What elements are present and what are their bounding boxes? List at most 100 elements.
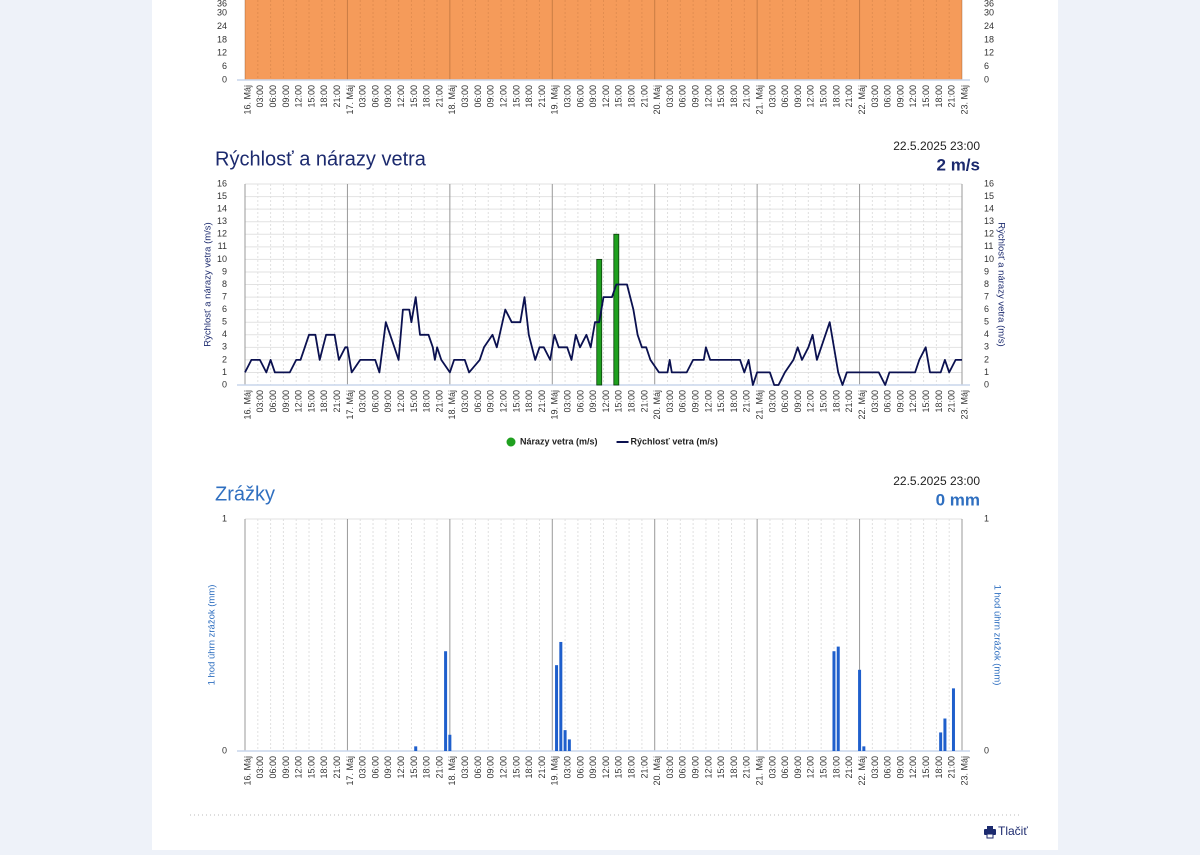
x-tick-label: 15:00 bbox=[921, 85, 931, 108]
bar bbox=[448, 734, 452, 751]
y2-tick-label: 18 bbox=[984, 34, 994, 44]
x-tick-label: 12:00 bbox=[498, 756, 508, 779]
y-tick-label: 14 bbox=[217, 204, 227, 214]
x-tick-label: 18:00 bbox=[934, 756, 944, 779]
y-axis-label: Rýchlosť a nárazy vetra (m/s) bbox=[203, 222, 214, 346]
x-tick-label: 23. Máj bbox=[959, 85, 969, 115]
x-tick-label: 18:00 bbox=[729, 85, 739, 108]
x-tick-label: 15:00 bbox=[819, 756, 829, 779]
x-tick-label: 15:00 bbox=[409, 756, 419, 779]
x-tick-label: 21:00 bbox=[639, 756, 649, 779]
current-value: 2 m/s bbox=[937, 155, 980, 174]
x-tick-label: 21:00 bbox=[742, 85, 752, 108]
x-tick-label: 20. Máj bbox=[652, 756, 662, 786]
x-tick-label: 21:00 bbox=[434, 390, 444, 413]
y-tick-label: 0 bbox=[222, 74, 227, 84]
y-tick-label: 13 bbox=[217, 216, 227, 226]
x-tick-label: 18:00 bbox=[319, 756, 329, 779]
print-button[interactable]: Tlačiť bbox=[984, 824, 1028, 839]
current-value: 0 mm bbox=[936, 490, 980, 509]
x-tick-label: 21:00 bbox=[947, 390, 957, 413]
y2-tick-label: 11 bbox=[984, 241, 993, 251]
y2-tick-label: 13 bbox=[984, 216, 994, 226]
y2-tick-label: 0 bbox=[984, 745, 989, 755]
y-tick-label: 12 bbox=[217, 48, 227, 58]
chart-title: Zrážky bbox=[215, 483, 275, 505]
y2-tick-label: 36 bbox=[984, 0, 994, 8]
x-tick-label: 18:00 bbox=[319, 390, 329, 413]
x-tick-label: 09:00 bbox=[281, 390, 291, 413]
grid-overlay bbox=[244, 0, 963, 80]
y2-axis-label: 1 hod úhrn zrážok (mm) bbox=[991, 585, 1002, 686]
y2-axis-label: Rýchlosť a nárazy vetra (m/s) bbox=[995, 222, 1006, 346]
x-tick-label: 09:00 bbox=[588, 756, 598, 779]
legend-label: Rýchlosť vetra (m/s) bbox=[631, 436, 718, 446]
bar bbox=[555, 665, 559, 751]
x-tick-label: 06:00 bbox=[883, 85, 893, 108]
x-tick-label: 09:00 bbox=[588, 85, 598, 108]
x-tick-label: 18:00 bbox=[934, 390, 944, 413]
x-tick-label: 19. Máj bbox=[550, 756, 560, 786]
y2-tick-label: 16 bbox=[984, 178, 994, 188]
x-tick-label: 06:00 bbox=[678, 756, 688, 779]
x-tick-label: 16. Máj bbox=[242, 390, 252, 420]
x-tick-label: 12:00 bbox=[601, 390, 611, 413]
x-tick-label: 18:00 bbox=[831, 390, 841, 413]
x-tick-label: 18:00 bbox=[831, 756, 841, 779]
bar bbox=[414, 746, 418, 751]
y2-tick-label: 2 bbox=[984, 354, 989, 364]
x-tick-label: 18:00 bbox=[422, 85, 432, 108]
y2-tick-label: 24 bbox=[984, 21, 994, 31]
x-tick-label: 15:00 bbox=[614, 390, 624, 413]
x-tick-label: 12:00 bbox=[908, 756, 918, 779]
x-tick-label: 03:00 bbox=[562, 756, 572, 779]
x-tick-label: 15:00 bbox=[511, 85, 521, 108]
x-tick-label: 17. Máj bbox=[345, 390, 355, 420]
grid-overlay bbox=[244, 519, 963, 751]
x-tick-label: 18:00 bbox=[626, 390, 636, 413]
x-tick-label: 18:00 bbox=[422, 756, 432, 779]
x-tick-label: 21:00 bbox=[844, 85, 854, 108]
x-tick-label: 06:00 bbox=[678, 85, 688, 108]
x-tick-label: 20. Máj bbox=[652, 390, 662, 420]
x-tick-label: 09:00 bbox=[691, 756, 701, 779]
y2-tick-label: 9 bbox=[984, 266, 989, 276]
x-tick-label: 09:00 bbox=[486, 390, 496, 413]
x-tick-label: 18:00 bbox=[831, 85, 841, 108]
print-label[interactable]: Tlačiť bbox=[998, 824, 1028, 838]
legend-marker bbox=[506, 437, 516, 447]
y-tick-label: 6 bbox=[222, 304, 227, 314]
bar bbox=[832, 651, 836, 751]
x-tick-label: 21:00 bbox=[639, 85, 649, 108]
x-tick-label: 09:00 bbox=[486, 85, 496, 108]
x-tick-label: 18:00 bbox=[422, 390, 432, 413]
y-tick-label: 9 bbox=[222, 266, 227, 276]
x-tick-label: 12:00 bbox=[601, 756, 611, 779]
y-tick-label: 0 bbox=[222, 379, 227, 389]
y2-tick-label: 0 bbox=[984, 379, 989, 389]
x-tick-label: 21:00 bbox=[537, 390, 547, 413]
y2-tick-label: 7 bbox=[984, 291, 989, 301]
x-tick-label: 03:00 bbox=[460, 390, 470, 413]
x-tick-label: 21:00 bbox=[844, 390, 854, 413]
y-tick-label: 3 bbox=[222, 342, 227, 352]
bar bbox=[563, 730, 567, 751]
x-tick-label: 17. Máj bbox=[345, 756, 355, 786]
x-tick-label: 09:00 bbox=[691, 390, 701, 413]
x-tick-label: 06:00 bbox=[780, 756, 790, 779]
x-tick-label: 09:00 bbox=[895, 85, 905, 108]
y-tick-label: 6 bbox=[222, 61, 227, 71]
x-tick-label: 12:00 bbox=[601, 85, 611, 108]
x-tick-label: 21. Máj bbox=[755, 85, 765, 115]
y-axis-label: 1 hod úhrn zrážok (mm) bbox=[207, 585, 218, 686]
y-tick-label: 15 bbox=[217, 191, 227, 201]
x-tick-label: 03:00 bbox=[358, 756, 368, 779]
x-tick-label: 23. Máj bbox=[959, 390, 969, 420]
x-tick-label: 21:00 bbox=[947, 85, 957, 108]
x-tick-label: 15:00 bbox=[511, 390, 521, 413]
x-tick-label: 15:00 bbox=[409, 390, 419, 413]
x-tick-label: 06:00 bbox=[883, 756, 893, 779]
y-tick-label: 1 bbox=[222, 367, 227, 377]
y-tick-label: 24 bbox=[217, 21, 227, 31]
